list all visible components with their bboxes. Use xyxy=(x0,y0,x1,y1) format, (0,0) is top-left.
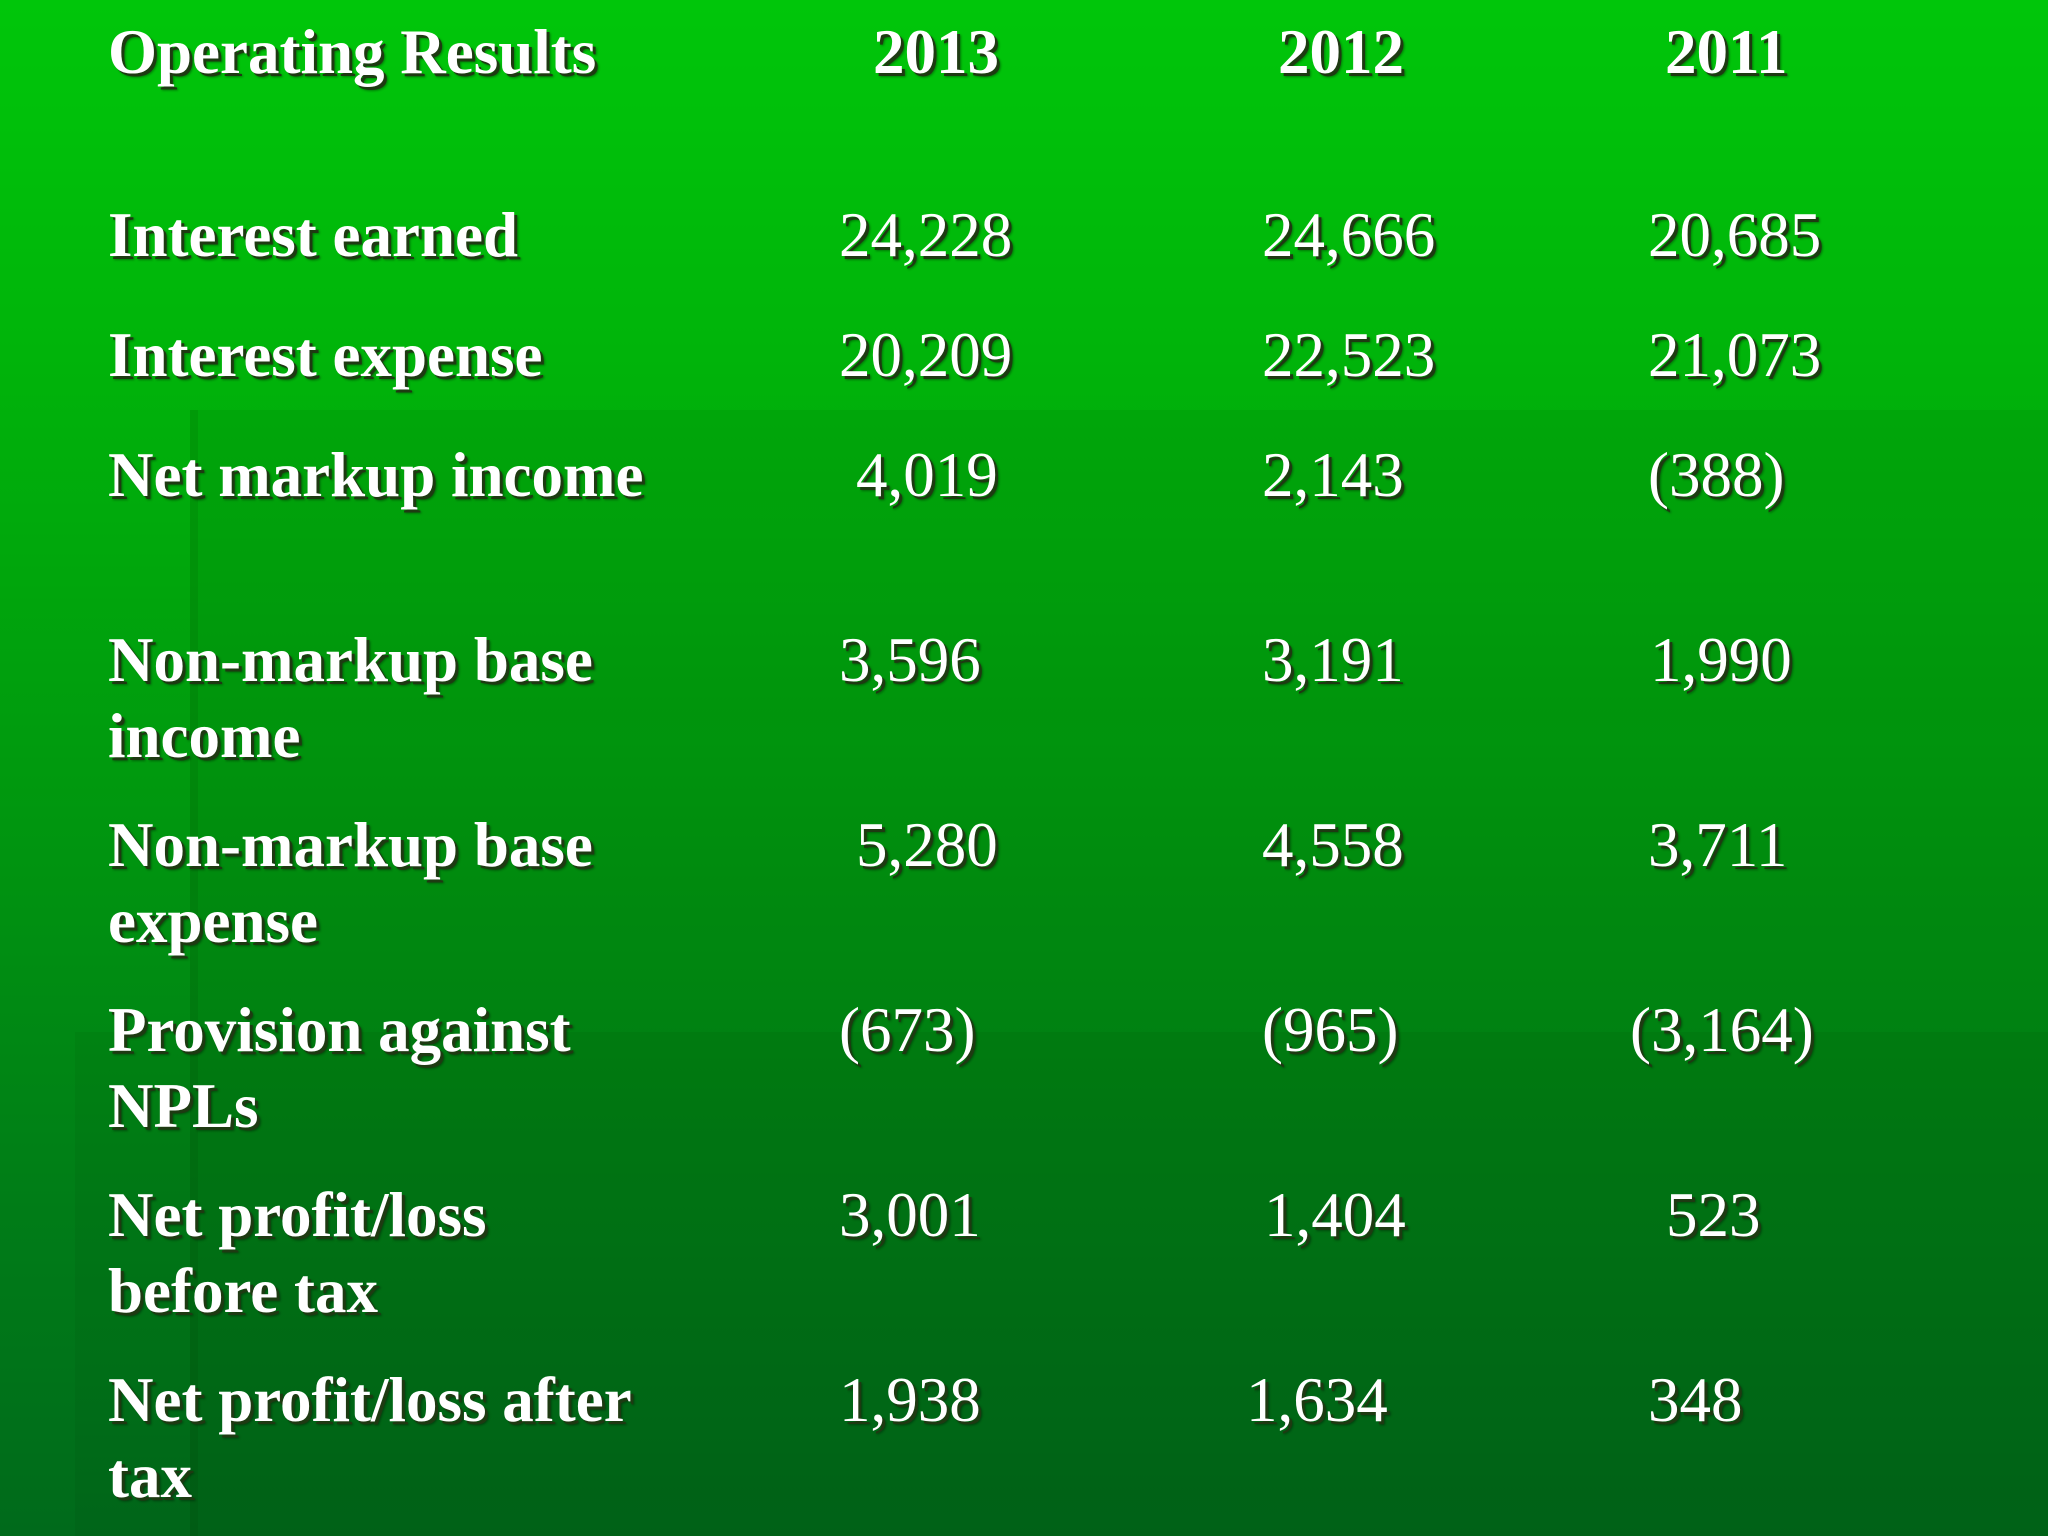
value-non-markup-base-income-2013: 3,596 xyxy=(839,625,981,695)
row-label-line: expense xyxy=(108,886,318,956)
row-label-line: Provision against xyxy=(108,995,571,1065)
value-non-markup-base-expense-2013: 5,280 xyxy=(856,810,998,880)
value-net-profit-loss-after-tax-2013: 1,938 xyxy=(839,1365,981,1435)
value-net-profit-loss-before-tax-2013: 3,001 xyxy=(839,1180,981,1250)
row-label-line: tax xyxy=(108,1441,192,1511)
background-panel-lower xyxy=(75,1032,2048,1536)
row-label-provision-against-npls: Provision against NPLs xyxy=(108,992,571,1144)
value-net-markup-income-2012: 2,143 xyxy=(1262,440,1404,510)
row-label-line: before tax xyxy=(108,1256,378,1326)
row-label-interest-expense: Interest expense xyxy=(108,320,543,390)
background-panel xyxy=(190,410,2048,1536)
value-provision-against-npls-2012: (965) xyxy=(1262,995,1399,1065)
value-interest-expense-2011: 21,073 xyxy=(1648,320,1822,390)
year-header-2011: 2011 xyxy=(1665,17,1788,87)
row-label-line: NPLs xyxy=(108,1071,259,1141)
value-net-markup-income-2011: (388) xyxy=(1648,440,1785,510)
value-non-markup-base-expense-2011: 3,711 xyxy=(1648,810,1788,880)
value-non-markup-base-income-2012: 3,191 xyxy=(1262,625,1404,695)
value-provision-against-npls-2013: (673) xyxy=(839,995,976,1065)
row-label-line: Net profit/loss xyxy=(108,1180,487,1250)
year-header-2012: 2012 xyxy=(1278,17,1404,87)
value-net-markup-income-2013: 4,019 xyxy=(856,440,998,510)
value-net-profit-loss-before-tax-2011: 523 xyxy=(1666,1180,1761,1250)
value-interest-earned-2013: 24,228 xyxy=(839,200,1013,270)
table-title: Operating Results xyxy=(108,17,597,87)
row-label-line: income xyxy=(108,701,301,771)
background-stripe xyxy=(190,410,198,1536)
row-label-interest-earned: Interest earned xyxy=(108,200,518,270)
value-net-profit-loss-after-tax-2011: 348 xyxy=(1648,1365,1743,1435)
value-interest-expense-2012: 22,523 xyxy=(1262,320,1436,390)
row-label-non-markup-base-income: Non-markup base income xyxy=(108,622,593,774)
row-label-net-profit-loss-after-tax: Net profit/loss after tax xyxy=(108,1362,632,1514)
row-label-net-profit-loss-before-tax: Net profit/loss before tax xyxy=(108,1177,487,1329)
row-label-line: Net profit/loss after xyxy=(108,1365,632,1435)
value-interest-earned-2011: 20,685 xyxy=(1648,200,1822,270)
value-non-markup-base-income-2011: 1,990 xyxy=(1650,625,1792,695)
value-interest-earned-2012: 24,666 xyxy=(1262,200,1436,270)
value-non-markup-base-expense-2012: 4,558 xyxy=(1262,810,1404,880)
row-label-net-markup-income: Net markup income xyxy=(108,440,644,510)
year-header-2013: 2013 xyxy=(873,17,999,87)
value-interest-expense-2013: 20,209 xyxy=(839,320,1013,390)
row-label-non-markup-base-expense: Non-markup base expense xyxy=(108,807,593,959)
row-label-line: Non-markup base xyxy=(108,810,593,880)
value-net-profit-loss-after-tax-2012: 1,634 xyxy=(1246,1365,1388,1435)
value-net-profit-loss-before-tax-2012: 1,404 xyxy=(1264,1180,1406,1250)
value-provision-against-npls-2011: (3,164) xyxy=(1630,995,1814,1065)
row-label-line: Non-markup base xyxy=(108,625,593,695)
